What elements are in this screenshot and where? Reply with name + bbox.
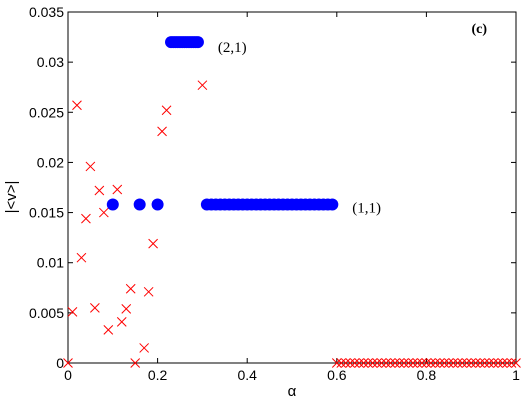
x-marker [354, 358, 365, 368]
x-marker [497, 358, 508, 368]
x-marker [331, 358, 342, 368]
y-tick-label: 0.015 [29, 205, 64, 221]
x-marker [399, 358, 409, 368]
x-marker [139, 343, 150, 353]
x-marker [506, 358, 517, 368]
x-marker [439, 358, 450, 368]
x-marker [358, 358, 369, 368]
x-marker [443, 358, 454, 368]
x-marker [76, 252, 87, 263]
x-marker [67, 307, 78, 317]
x-tick-label: 0.4 [237, 367, 257, 383]
plot-area [67, 11, 517, 364]
x-marker [430, 358, 441, 368]
x-marker [125, 283, 136, 294]
x-marker [466, 358, 477, 368]
x-marker [403, 358, 414, 368]
x-marker [340, 358, 351, 368]
x-marker [103, 325, 114, 335]
x-axis-label: α [288, 383, 297, 400]
x-marker [412, 358, 423, 368]
data-marks [63, 36, 521, 368]
circle-marker [191, 36, 204, 49]
x-marker [511, 358, 521, 368]
y-axis: 0 0.005 0.01 0.015 0.02 0.025 0.03 0.035 [29, 4, 516, 371]
x-marker [488, 358, 499, 368]
x-marker [345, 358, 356, 368]
point-annotation: (1,1) [352, 201, 381, 217]
x-marker [161, 105, 172, 116]
y-tick-label: 0.01 [37, 255, 64, 271]
y-axis-label: |<v>| [3, 181, 20, 214]
x-marker [63, 358, 73, 368]
x-marker [81, 213, 91, 224]
x-marker [148, 238, 158, 249]
x-marker [470, 358, 481, 368]
x-marker [385, 358, 396, 368]
x-marker [197, 80, 208, 91]
x-marker [426, 358, 436, 368]
x-marker [417, 358, 427, 368]
circle-marker [133, 198, 146, 211]
x-marker [408, 358, 418, 368]
x-marker [130, 358, 141, 368]
x-marker [390, 358, 400, 368]
x-marker [363, 358, 374, 368]
x-marker [336, 358, 347, 368]
x-axis: 0 0.2 0.4 0.6 0.8 1 [64, 12, 520, 383]
x-marker [475, 358, 486, 368]
x-marker [85, 161, 96, 172]
circle-marker [106, 198, 119, 211]
x-marker [421, 358, 432, 368]
y-tick-label: 0.03 [37, 54, 64, 70]
x-marker [112, 184, 123, 195]
x-tick-label: 1 [512, 367, 520, 383]
y-tick-label: 0.025 [29, 104, 64, 120]
y-tick-label: 0 [56, 355, 64, 371]
y-tick-label: 0.035 [29, 4, 64, 20]
x-marker-series [63, 80, 521, 368]
x-tick-label: 0.6 [327, 367, 347, 383]
x-tick-label: 0.2 [148, 367, 168, 383]
x-marker [502, 358, 512, 368]
x-marker [434, 358, 445, 368]
x-marker [72, 100, 82, 111]
x-marker [98, 207, 109, 218]
x-marker [372, 358, 382, 368]
point-annotation: (2,1) [218, 40, 247, 56]
x-marker [367, 358, 378, 368]
y-tick-label: 0.005 [29, 305, 64, 321]
x-marker [484, 358, 494, 368]
x-tick-label: 0.8 [417, 367, 437, 383]
x-marker [457, 358, 468, 368]
circle-marker-series [106, 36, 339, 211]
x-marker [381, 358, 391, 368]
plot-frame [67, 11, 517, 364]
x-marker [121, 303, 132, 314]
x-marker [376, 358, 387, 368]
x-marker [157, 126, 167, 137]
x-marker [349, 358, 360, 368]
x-marker [116, 317, 127, 327]
x-marker [452, 358, 463, 368]
circle-marker [151, 198, 164, 211]
x-marker [90, 302, 100, 313]
x-tick-label: 0 [64, 367, 72, 383]
chart-labels: α |<v>| (c) (2,1) (1,1) [3, 22, 487, 400]
panel-label: (c) [471, 22, 487, 37]
x-marker [94, 185, 105, 196]
x-marker [394, 358, 405, 368]
x-marker [143, 286, 154, 297]
x-marker [448, 358, 459, 368]
circle-marker [326, 198, 339, 211]
x-marker [461, 358, 472, 368]
y-tick-label: 0.02 [37, 154, 64, 170]
x-marker [479, 358, 490, 368]
x-marker [493, 358, 503, 368]
